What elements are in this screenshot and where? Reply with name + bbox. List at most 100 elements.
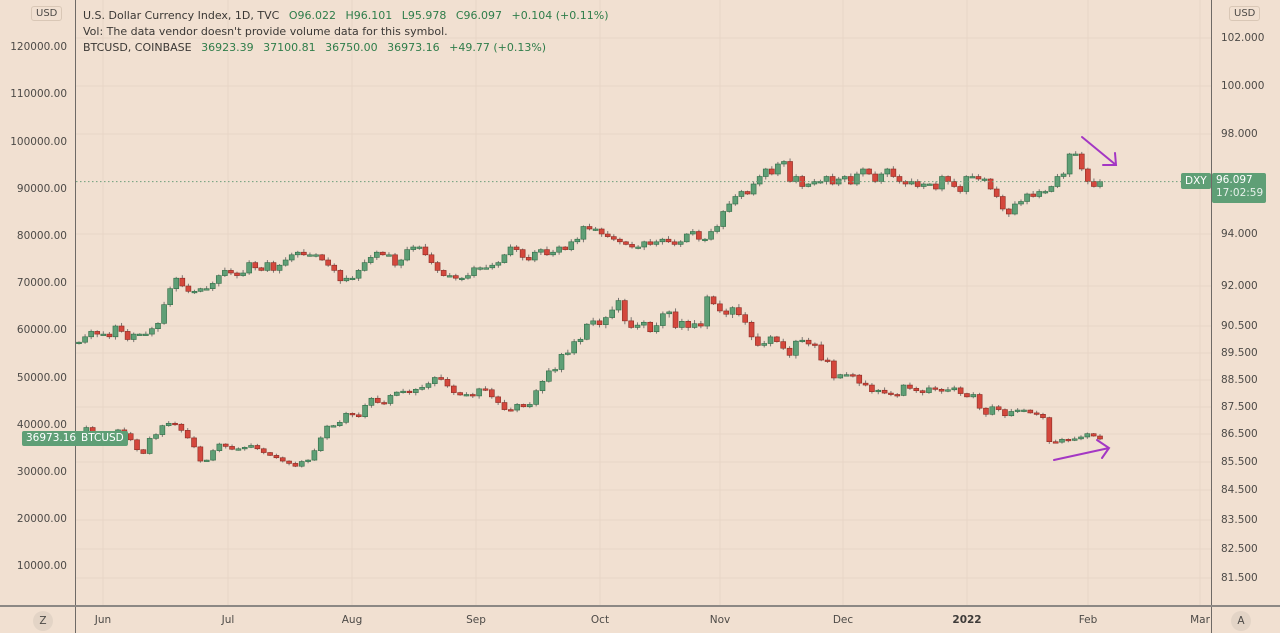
candle-body — [552, 369, 558, 372]
candle-body — [222, 443, 229, 447]
candle-body — [471, 267, 477, 276]
candle-body — [532, 251, 538, 261]
left-currency-badge[interactable]: USD — [31, 6, 63, 21]
candle-body — [762, 168, 769, 177]
right-scale-tick: 92.000 — [1221, 280, 1258, 292]
candle-body — [324, 425, 330, 439]
candle-body — [228, 270, 234, 274]
candle-body — [438, 377, 444, 380]
btc-candles — [77, 294, 1103, 468]
candle-body — [860, 168, 866, 175]
candle-body — [665, 238, 672, 243]
candle-body — [736, 307, 742, 316]
candle-body — [586, 226, 593, 230]
candle-body — [446, 275, 453, 278]
candle-body — [837, 374, 844, 379]
time-scale[interactable]: Z A Jun Jul Aug Sep Oct Nov Dec 2022 Feb Mar — [0, 605, 1280, 635]
candle-body — [1033, 412, 1040, 415]
candle-body — [273, 455, 280, 459]
candle-body — [1024, 193, 1030, 202]
plot-area[interactable] — [76, 0, 1211, 605]
left-price-scale[interactable]: USD 120000.00 110000.00 100000.00 90000.00 8… — [0, 0, 76, 605]
candle-body — [254, 445, 261, 450]
candle-body — [805, 339, 812, 345]
left-scale-tick: 40000.00 — [16, 418, 67, 431]
candle-body — [900, 384, 907, 396]
candle-body — [672, 311, 679, 328]
candle-body — [653, 241, 660, 245]
legend-btc-open: 36923.39 — [201, 41, 254, 54]
candle-body — [82, 336, 88, 343]
candle-body — [457, 392, 463, 396]
candle-body — [477, 267, 483, 270]
right-scale-tick: 85.500 — [1221, 456, 1258, 468]
candle-body — [336, 422, 343, 426]
candle-body — [1042, 191, 1049, 194]
btc-price-tag: 36973.16 — [22, 431, 81, 446]
legend-btc-row[interactable]: BTCUSD, COINBASE 36923.39 37100.81 36750… — [83, 40, 609, 56]
candle-body — [519, 249, 526, 258]
candle-body — [1085, 168, 1091, 182]
candle-body — [172, 422, 178, 426]
candle-body — [659, 238, 666, 243]
candle-body — [270, 262, 277, 271]
candle-body — [1021, 409, 1027, 412]
candle-body — [989, 406, 996, 415]
candle-body — [258, 267, 265, 271]
candle-body — [714, 226, 720, 232]
candle-body — [894, 394, 901, 397]
candle-body — [1071, 438, 1078, 441]
candle-body — [660, 313, 666, 326]
candle-body — [957, 387, 964, 394]
candle-body — [1008, 411, 1015, 417]
candle-body — [209, 283, 216, 289]
candle-body — [167, 288, 173, 305]
candle-body — [818, 344, 825, 361]
left-scale-tick: 100000.00 — [10, 135, 67, 148]
candle-body — [215, 275, 222, 284]
right-currency-badge[interactable]: USD — [1229, 6, 1261, 21]
candle-body — [920, 183, 927, 187]
right-price-scale[interactable]: USD 102.000 100.000 98.000 94.000 92.000 90.5… — [1211, 0, 1280, 605]
candle-body — [823, 176, 830, 182]
candle-body — [611, 236, 617, 240]
candle-body — [634, 324, 641, 328]
candle-body — [841, 176, 848, 180]
candle-body — [127, 433, 134, 441]
candle-body — [539, 380, 546, 392]
candle-body — [1084, 433, 1091, 438]
candle-body — [983, 407, 989, 415]
candle-body — [264, 262, 271, 271]
candle-body — [786, 347, 793, 356]
candle-body — [307, 254, 313, 257]
candle-body — [1040, 414, 1046, 418]
candle-body — [292, 463, 299, 467]
candle-body — [288, 254, 295, 261]
legend-dxy-row[interactable]: U.S. Dollar Currency Index, 1D, TVC O96.… — [83, 8, 609, 24]
candle-body — [677, 241, 684, 245]
zoom-z-button[interactable]: Z — [33, 611, 53, 631]
candle-body — [203, 459, 210, 462]
candle-body — [404, 249, 410, 261]
candle-body — [234, 272, 240, 276]
candle-body — [317, 437, 324, 451]
candle-body — [248, 445, 254, 448]
candle-body — [793, 176, 799, 182]
candle-body — [888, 392, 894, 395]
candle-body — [723, 310, 730, 315]
candle-body — [210, 450, 216, 461]
candle-body — [1059, 439, 1065, 443]
candle-body — [761, 343, 768, 346]
auto-scale-button[interactable]: A — [1231, 611, 1251, 631]
candle-body — [717, 303, 723, 312]
candle-body — [1066, 153, 1073, 175]
candle-body — [769, 168, 775, 175]
right-scale-tick: 81.500 — [1221, 572, 1258, 584]
candle-body — [349, 277, 356, 281]
candle-body — [556, 246, 562, 253]
candle-body — [805, 183, 812, 187]
candle-body — [294, 251, 301, 256]
candle-body — [406, 390, 413, 393]
right-scale-tick: 83.500 — [1221, 514, 1258, 526]
